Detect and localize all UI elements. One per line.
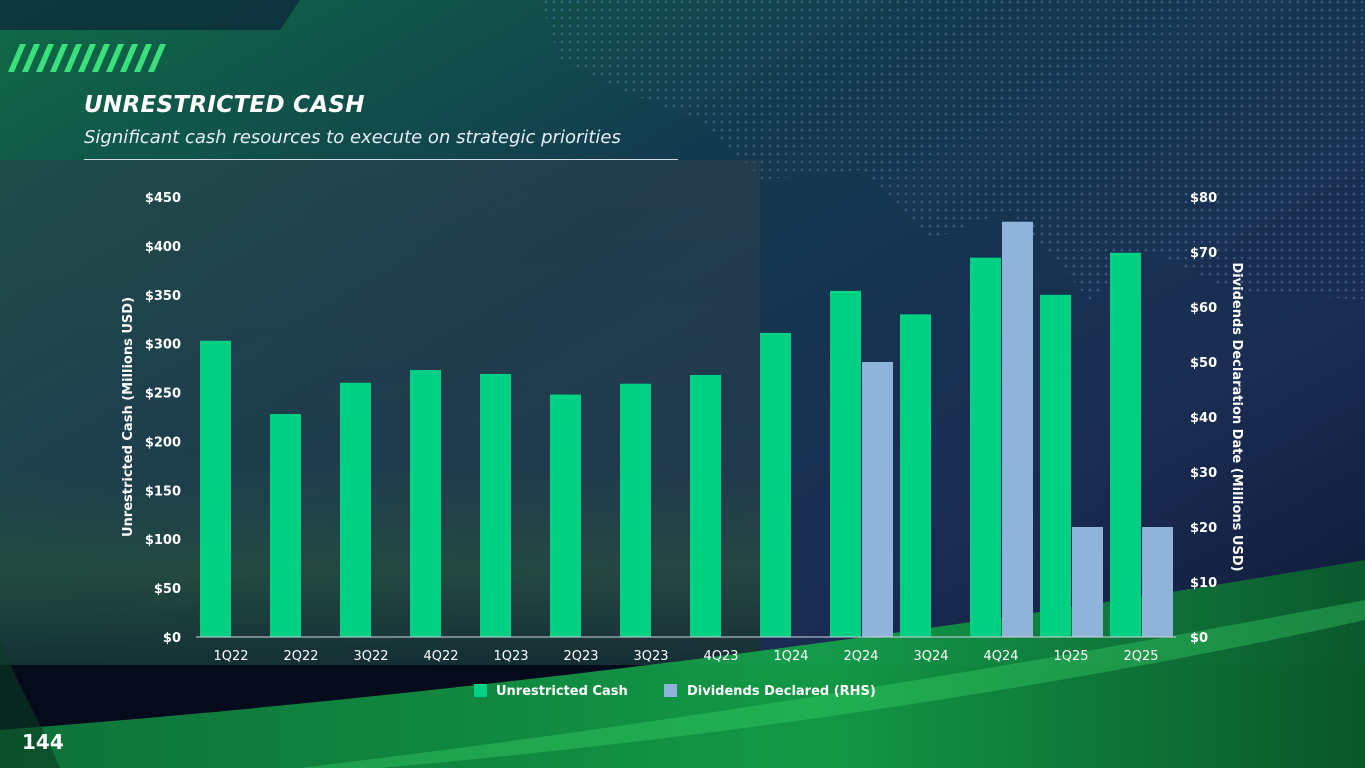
y-axis-title: Unrestricted Cash (Millions USD) xyxy=(121,297,136,537)
legend-label-dividends: Dividends Declared (RHS) xyxy=(687,684,876,699)
x-tick-label: 1Q25 xyxy=(1053,649,1088,664)
x-tick-label: 2Q24 xyxy=(843,649,878,664)
y2-tick-label: $30 xyxy=(1190,466,1217,481)
dividend-bar xyxy=(1072,527,1103,637)
y-tick-label: $150 xyxy=(145,484,181,499)
dividend-bar xyxy=(1002,221,1033,637)
dividend-bar xyxy=(862,362,893,637)
y2-axis-title: Dividends Declaration Date (Millions USD… xyxy=(1229,262,1244,571)
x-tick-label: 2Q22 xyxy=(283,649,318,664)
x-tick-label: 3Q23 xyxy=(633,649,668,664)
y-tick-label: $200 xyxy=(145,435,181,450)
cash-bar xyxy=(410,370,441,637)
y-tick-label: $350 xyxy=(145,289,181,304)
cash-bar xyxy=(200,340,231,637)
y2-tick-label: $60 xyxy=(1190,301,1217,316)
x-tick-label: 1Q23 xyxy=(493,649,528,664)
x-tick-label: 4Q24 xyxy=(983,649,1018,664)
chart-legend: Unrestricted Cash Dividends Declared (RH… xyxy=(474,684,876,699)
cash-bar xyxy=(900,314,931,637)
y-tick-label: $0 xyxy=(163,631,181,646)
y-tick-label: $400 xyxy=(145,240,181,255)
cash-bar xyxy=(340,382,371,637)
cash-bar xyxy=(270,414,301,637)
cash-bar xyxy=(760,332,791,637)
cash-bar xyxy=(1110,252,1141,637)
y2-tick-label: $20 xyxy=(1190,521,1217,536)
left-axis-ticks: $0 $50 $100 $150 $200 $250 $300 $350 $400 $450 xyxy=(145,191,181,646)
legend-swatch-cash xyxy=(474,684,487,697)
y-tick-label: $300 xyxy=(145,338,181,353)
x-tick-label: 2Q25 xyxy=(1123,649,1158,664)
y-tick-label: $50 xyxy=(154,582,181,597)
legend-swatch-dividends xyxy=(664,684,677,697)
cash-bar xyxy=(970,257,1001,637)
dividend-bar xyxy=(1142,527,1173,637)
y-tick-label: $100 xyxy=(145,533,181,548)
cash-bar xyxy=(1040,294,1071,637)
y2-tick-label: $70 xyxy=(1190,246,1217,261)
legend-label-cash: Unrestricted Cash xyxy=(496,684,628,699)
slide-subtitle: Significant cash resources to execute on… xyxy=(84,127,621,148)
y-tick-label: $250 xyxy=(145,387,181,402)
dividend-bars xyxy=(862,221,1173,637)
cash-bar xyxy=(550,394,581,637)
right-axis-ticks: $0 $10 $20 $30 $40 $50 $60 $70 $80 xyxy=(1190,191,1217,646)
cash-bar xyxy=(830,290,861,637)
cash-bar xyxy=(690,374,721,637)
x-tick-label: 4Q23 xyxy=(703,649,738,664)
x-axis-ticks: 1Q22 2Q22 3Q22 4Q22 1Q23 2Q23 3Q23 4Q23 1Q24 2Q24… xyxy=(213,649,1158,664)
slide-title: UNRESTRICTED CASH xyxy=(84,92,365,118)
y2-tick-label: $0 xyxy=(1190,631,1208,646)
y-tick-label: $450 xyxy=(145,191,181,206)
y2-tick-label: $40 xyxy=(1190,411,1217,426)
x-tick-label: 1Q24 xyxy=(773,649,808,664)
y2-tick-label: $10 xyxy=(1190,576,1217,591)
x-tick-label: 3Q22 xyxy=(353,649,388,664)
page-number: 144 xyxy=(22,730,64,754)
cash-bar xyxy=(620,383,651,637)
y2-tick-label: $80 xyxy=(1190,191,1217,206)
cash-bar xyxy=(480,373,511,637)
cash-bars xyxy=(200,252,1141,637)
x-tick-label: 3Q24 xyxy=(913,649,948,664)
y2-tick-label: $50 xyxy=(1190,356,1217,371)
x-tick-label: 4Q22 xyxy=(423,649,458,664)
x-tick-label: 1Q22 xyxy=(213,649,248,664)
title-divider xyxy=(84,159,678,160)
x-tick-label: 2Q23 xyxy=(563,649,598,664)
